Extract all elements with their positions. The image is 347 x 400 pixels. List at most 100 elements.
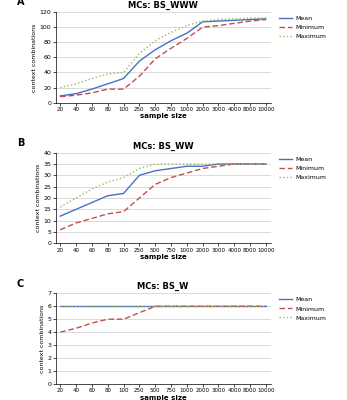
- Mean: [217, 19, 221, 24]
- Title: MCs: BS_WWW: MCs: BS_WWW: [128, 1, 198, 10]
- Mean: [121, 76, 126, 81]
- Mean: [153, 168, 157, 173]
- Minimum: [137, 310, 142, 315]
- Mean: [169, 38, 173, 43]
- Maximum: [169, 30, 173, 35]
- Minimum: [90, 216, 94, 221]
- Minimum: [264, 162, 268, 166]
- Maximum: [169, 304, 173, 309]
- Maximum: [137, 304, 142, 309]
- Minimum: [153, 182, 157, 187]
- X-axis label: sample size: sample size: [140, 254, 186, 260]
- Mean: [105, 193, 110, 198]
- Minimum: [201, 304, 205, 309]
- Mean: [74, 207, 78, 212]
- Minimum: [185, 304, 189, 309]
- Minimum: [137, 196, 142, 200]
- Maximum: [248, 16, 252, 20]
- Mean: [137, 173, 142, 178]
- Mean: [169, 166, 173, 171]
- Minimum: [74, 93, 78, 98]
- Line: Mean: Mean: [60, 19, 266, 96]
- Maximum: [105, 304, 110, 309]
- Mean: [105, 82, 110, 86]
- Mean: [137, 304, 142, 309]
- Line: Maximum: Maximum: [60, 164, 266, 207]
- Maximum: [121, 304, 126, 309]
- Mean: [232, 304, 236, 309]
- Maximum: [201, 304, 205, 309]
- Y-axis label: context combinations: context combinations: [40, 304, 44, 373]
- Mean: [121, 304, 126, 309]
- Mean: [169, 304, 173, 309]
- Mean: [185, 304, 189, 309]
- Minimum: [153, 56, 157, 61]
- Maximum: [264, 162, 268, 166]
- Text: C: C: [17, 279, 24, 289]
- Maximum: [74, 304, 78, 309]
- Line: Minimum: Minimum: [60, 164, 266, 230]
- Minimum: [121, 317, 126, 322]
- Minimum: [121, 209, 126, 214]
- Minimum: [248, 304, 252, 309]
- Maximum: [58, 205, 62, 210]
- Mean: [153, 48, 157, 52]
- Maximum: [232, 16, 236, 21]
- Maximum: [232, 304, 236, 309]
- Y-axis label: context combinations: context combinations: [36, 164, 41, 232]
- Maximum: [153, 38, 157, 43]
- Maximum: [264, 304, 268, 309]
- Minimum: [217, 304, 221, 309]
- Maximum: [58, 85, 62, 90]
- Text: A: A: [17, 0, 24, 8]
- Maximum: [201, 162, 205, 166]
- Minimum: [169, 175, 173, 180]
- Mean: [58, 304, 62, 309]
- Mean: [248, 17, 252, 22]
- Mean: [90, 200, 94, 205]
- Mean: [232, 162, 236, 166]
- Maximum: [185, 304, 189, 309]
- Minimum: [169, 304, 173, 309]
- Minimum: [201, 25, 205, 30]
- Mean: [248, 304, 252, 309]
- Maximum: [185, 23, 189, 28]
- Mean: [185, 31, 189, 36]
- Mean: [232, 18, 236, 23]
- Mean: [58, 94, 62, 98]
- Maximum: [121, 70, 126, 75]
- Maximum: [264, 16, 268, 20]
- Minimum: [153, 304, 157, 309]
- Minimum: [169, 46, 173, 51]
- Minimum: [74, 220, 78, 225]
- Maximum: [232, 162, 236, 166]
- Minimum: [248, 19, 252, 24]
- Legend: Mean, Minimum, Maximum: Mean, Minimum, Maximum: [278, 15, 327, 40]
- Mean: [248, 162, 252, 166]
- Mean: [74, 304, 78, 309]
- Maximum: [248, 304, 252, 309]
- Maximum: [105, 180, 110, 184]
- Mean: [264, 162, 268, 166]
- Minimum: [232, 304, 236, 309]
- Maximum: [248, 162, 252, 166]
- Minimum: [264, 304, 268, 309]
- Line: Mean: Mean: [60, 164, 266, 216]
- Mean: [105, 304, 110, 309]
- Mean: [58, 214, 62, 218]
- Minimum: [201, 166, 205, 171]
- Minimum: [217, 23, 221, 28]
- Maximum: [90, 186, 94, 191]
- Maximum: [74, 82, 78, 86]
- Maximum: [137, 51, 142, 56]
- Maximum: [58, 304, 62, 309]
- Minimum: [58, 227, 62, 232]
- Legend: Mean, Minimum, Maximum: Mean, Minimum, Maximum: [278, 296, 327, 321]
- Mean: [217, 162, 221, 166]
- Mean: [74, 91, 78, 96]
- X-axis label: sample size: sample size: [140, 394, 186, 400]
- Mean: [153, 304, 157, 309]
- Maximum: [169, 162, 173, 166]
- Minimum: [90, 321, 94, 326]
- Maximum: [185, 162, 189, 166]
